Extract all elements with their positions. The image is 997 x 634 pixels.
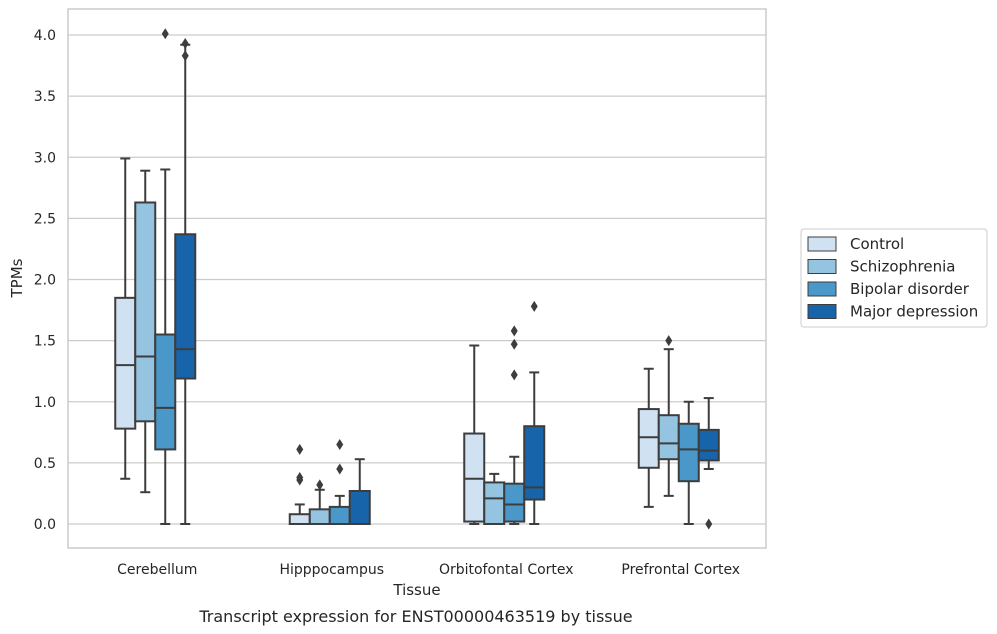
outlier-point xyxy=(181,38,189,50)
y-tick-label: 3.0 xyxy=(34,150,56,166)
outlier-point xyxy=(296,443,304,455)
outlier-point xyxy=(530,300,538,312)
chart-caption: Transcript expression for ENST0000046351… xyxy=(198,607,632,626)
box-iqr xyxy=(503,482,526,523)
box-plot-item xyxy=(134,169,157,494)
legend-swatch xyxy=(807,304,837,319)
box-plot-item xyxy=(463,344,486,525)
box-iqr xyxy=(463,432,486,523)
x-tick-label: Cerebellum xyxy=(117,562,197,578)
outlier-point xyxy=(510,369,518,381)
legend-label: Schizophrenia xyxy=(850,258,955,276)
legend-label: Bipolar disorder xyxy=(850,280,970,298)
y-tick-label: 1.5 xyxy=(34,334,56,350)
outlier-point xyxy=(181,50,189,62)
box-iqr xyxy=(348,489,371,525)
legend-swatch xyxy=(807,259,837,274)
y-tick-labels: 0.0 0.5 1.0 1.5 2.0 2.5 3.0 3.5 4.0 xyxy=(34,28,56,533)
box-iqr xyxy=(697,428,720,462)
outlier-point xyxy=(316,479,324,491)
box-plot-item xyxy=(503,325,526,525)
plot-background xyxy=(68,9,766,548)
y-tick-label: 0.5 xyxy=(34,456,56,472)
box-plot-item xyxy=(637,367,660,508)
x-tick-label: Orbitofontal Cortex xyxy=(439,562,574,578)
x-tick-labels: Cerebellum Hipppocampus Orbitofontal Corte… xyxy=(117,562,740,578)
outlier-point xyxy=(705,518,713,530)
y-tick-label: 2.5 xyxy=(34,211,56,227)
legend-frame xyxy=(800,228,988,328)
legend-swatch xyxy=(807,236,837,252)
legend-item: Bipolar disorder xyxy=(807,280,970,298)
legend-label: Control xyxy=(850,235,904,253)
legend: Control Schizophrenia Bipolar disorder Majo… xyxy=(800,228,988,328)
box-iqr xyxy=(677,422,700,483)
y-axis-label: TPMs xyxy=(8,258,26,298)
y-tick-label: 0.0 xyxy=(34,517,56,533)
outlier-point xyxy=(665,335,673,347)
y-tick-label: 2.0 xyxy=(34,273,56,289)
outlier-point xyxy=(161,28,169,40)
outlier-point xyxy=(296,472,304,484)
box-iqr xyxy=(483,481,506,525)
x-tick-label: Prefrontal Cortex xyxy=(621,562,740,578)
box-iqr xyxy=(657,414,680,461)
box-groups xyxy=(114,28,720,530)
box-iqr xyxy=(114,296,137,430)
outlier-point xyxy=(336,439,344,451)
box-plot-item xyxy=(114,157,137,480)
box-plot-item xyxy=(174,38,197,525)
y-tick-label: 4.0 xyxy=(34,28,56,44)
box-iqr xyxy=(328,505,351,526)
box-plot-item xyxy=(288,443,311,525)
box-iqr xyxy=(134,201,157,423)
x-tick-label: Hipppocampus xyxy=(279,562,384,578)
legend-label: Major depression xyxy=(850,303,978,321)
box-iqr xyxy=(308,508,331,525)
legend-swatch xyxy=(807,281,837,297)
outlier-point xyxy=(336,463,344,475)
y-tick-label: 1.0 xyxy=(34,395,56,411)
box-iqr xyxy=(154,333,177,451)
plot-frame xyxy=(67,8,767,549)
outlier-point xyxy=(510,325,518,337)
x-axis-label: Tissue xyxy=(392,581,440,599)
box-iqr xyxy=(637,408,660,469)
box-plot-item xyxy=(154,28,177,525)
box-iqr xyxy=(174,233,197,380)
outlier-point xyxy=(510,338,518,350)
box-plot-item xyxy=(657,335,680,497)
box-plot-item xyxy=(697,397,720,530)
y-tick-label: 3.5 xyxy=(34,89,56,105)
legend-item: Control xyxy=(807,235,904,253)
box-iqr xyxy=(523,425,546,501)
legend-item: Major depression xyxy=(807,303,978,321)
legend-item: Schizophrenia xyxy=(807,258,955,276)
box-plot-item xyxy=(348,458,371,525)
box-iqr xyxy=(288,513,311,525)
box-plot-item xyxy=(523,300,546,525)
box-plot-item xyxy=(308,479,331,525)
